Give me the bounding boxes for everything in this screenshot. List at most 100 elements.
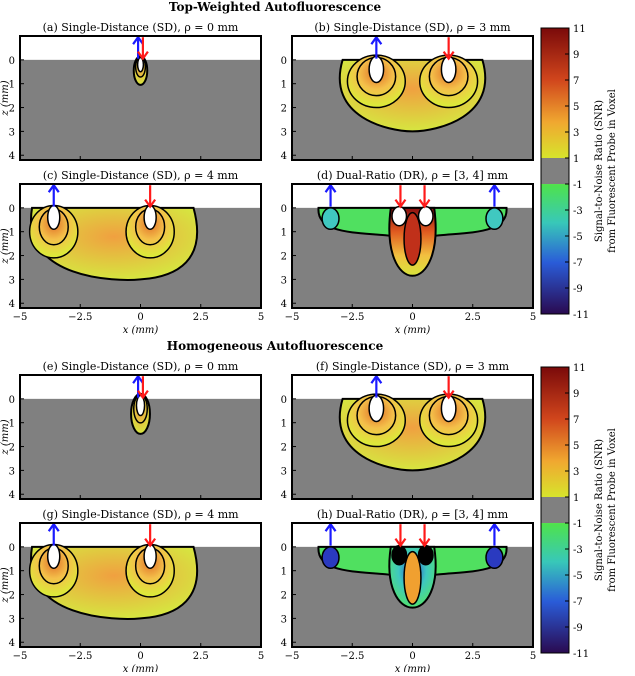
x-tick-label: 5 <box>258 651 264 662</box>
source-arrow <box>324 183 337 207</box>
panel-b: (b) Single-Distance (SD), ρ = 3 mm 0 1 2 3 4 <box>281 21 534 162</box>
colorbar-tick-label: -11 <box>573 310 589 321</box>
saturated-region <box>143 204 157 231</box>
x-tick-label: 0 <box>409 312 415 323</box>
colorbar-tick-label: -5 <box>573 232 583 243</box>
x-tick-label: −5 <box>285 312 300 323</box>
x-tick-label: 0 <box>137 312 143 323</box>
source-arrow-head <box>132 374 144 384</box>
source-arrow <box>47 183 60 207</box>
source-arrow-head <box>47 183 60 193</box>
detector-arrow <box>442 37 455 61</box>
z-tick-label: 3 <box>9 275 15 286</box>
saturated-region <box>368 55 385 84</box>
colorbar-tick-label: 9 <box>573 50 579 61</box>
source-arrow-head <box>324 522 337 532</box>
panel-d: (d) Dual-Ratio (DR), ρ = [3, 4] mm 0 1 2 3 4 −… <box>281 169 537 336</box>
z-tick-label: 2 <box>281 252 287 263</box>
z-tick-label: 4 <box>281 490 287 501</box>
snr-field <box>317 205 508 277</box>
z-tick-label: 4 <box>281 299 287 310</box>
x-tick-label: −2.5 <box>340 651 364 662</box>
z-tick-label: 1 <box>9 567 15 578</box>
z-tick-label: 4 <box>281 151 287 162</box>
colorbar-tick-label: 11 <box>573 24 586 35</box>
z-axis-label: z (mm) <box>0 80 11 116</box>
section-homogeneous: Homogeneous Autofluorescence (e) Single-D… <box>0 339 618 675</box>
x-tick-label: 5 <box>530 312 536 323</box>
colorbar-tick-label: 5 <box>573 102 579 113</box>
colorbar-tick-label: -1 <box>573 180 583 191</box>
source-arrow <box>370 374 383 398</box>
snr-contour <box>403 550 422 605</box>
section-top-weighted: Top-Weighted Autofluorescence (a) Single-… <box>0 0 618 336</box>
colorbar-label: Signal-to-Noise Ratio (SNR) <box>594 439 605 581</box>
z-tick-label: 3 <box>9 614 15 625</box>
snr-field <box>130 392 151 435</box>
z-tick-label: 1 <box>281 228 287 239</box>
x-tick-label: −5 <box>13 312 28 323</box>
colorbar-tick-label: 3 <box>573 467 579 478</box>
source-arrow-head <box>47 522 60 532</box>
colorbar-tick-label: -5 <box>573 571 583 582</box>
detector-arrow-head <box>394 199 407 209</box>
z-tick-label: 1 <box>9 419 15 430</box>
x-axis-label: x (mm) <box>123 325 159 336</box>
detector-arrow-head <box>418 538 431 548</box>
colorbar-frame <box>540 366 570 654</box>
source-arrow <box>324 522 337 546</box>
detector-arrow <box>144 185 157 209</box>
colorbar-tick-label: -3 <box>573 545 583 556</box>
x-axis-label: x (mm) <box>123 664 159 672</box>
x-axis-label: x (mm) <box>395 664 431 672</box>
source-arrow <box>132 35 144 59</box>
detector-arrow-head <box>394 538 407 548</box>
x-tick-label: −5 <box>285 651 300 662</box>
detector-arrow-head <box>418 199 431 209</box>
colorbar-tick-label: 9 <box>573 389 579 400</box>
z-tick-label: 4 <box>281 638 287 649</box>
source-arrow-head <box>370 374 383 384</box>
z-tick-label: 2 <box>9 591 15 602</box>
x-tick-label: −5 <box>13 651 28 662</box>
colorbar-tick-label: 1 <box>573 493 579 504</box>
snr-field <box>132 55 149 86</box>
panel-title: (g) Single-Distance (SD), ρ = 4 mm <box>42 508 239 521</box>
colorbar-tick-label: 7 <box>573 415 579 426</box>
detector-arrow <box>418 524 431 548</box>
detector-arrow <box>137 37 149 61</box>
z-tick-label: 0 <box>281 56 287 67</box>
colorbar-frame <box>540 27 570 315</box>
saturated-region <box>46 204 61 231</box>
detector-arrow <box>394 524 407 548</box>
saturated-region <box>417 205 434 227</box>
snr-contour <box>321 546 340 570</box>
z-tick-label: 3 <box>281 614 287 625</box>
source-arrow <box>47 522 60 546</box>
colorbar-tick-label: -7 <box>573 258 583 269</box>
x-tick-label: −2.5 <box>68 312 92 323</box>
panel-h: (h) Dual-Ratio (DR), ρ = [3, 4] mm 0 1 2 3 4 −… <box>281 508 537 675</box>
z-tick-label: 1 <box>281 419 287 430</box>
z-tick-label: 2 <box>9 443 15 454</box>
z-tick-label: 0 <box>9 543 15 554</box>
panel-title: (d) Dual-Ratio (DR), ρ = [3, 4] mm <box>317 169 509 182</box>
z-tick-label: 2 <box>281 591 287 602</box>
source-arrow-head <box>488 183 501 193</box>
x-tick-label: 5 <box>258 312 264 323</box>
colorbar: 11 9 7 5 3 1 -1 -3 -5 -7 -9 -11 Signal-to-Noise Rati… <box>540 363 618 660</box>
source-arrow-head <box>488 522 501 532</box>
colorbar-tick-label: 1 <box>573 154 579 165</box>
saturated-region <box>143 543 157 570</box>
x-tick-label: 2.5 <box>465 651 481 662</box>
colorbar-masked-band <box>541 158 569 184</box>
colorbar-tick-label: -3 <box>573 206 583 217</box>
colorbar-tick-label: 11 <box>573 363 586 374</box>
saturated-region <box>417 544 434 566</box>
detector-arrow-head <box>144 199 157 209</box>
z-tick-label: 0 <box>9 204 15 215</box>
detector-arrow-head <box>137 51 149 61</box>
source-arrow <box>370 35 383 59</box>
z-tick-label: 4 <box>9 299 15 310</box>
